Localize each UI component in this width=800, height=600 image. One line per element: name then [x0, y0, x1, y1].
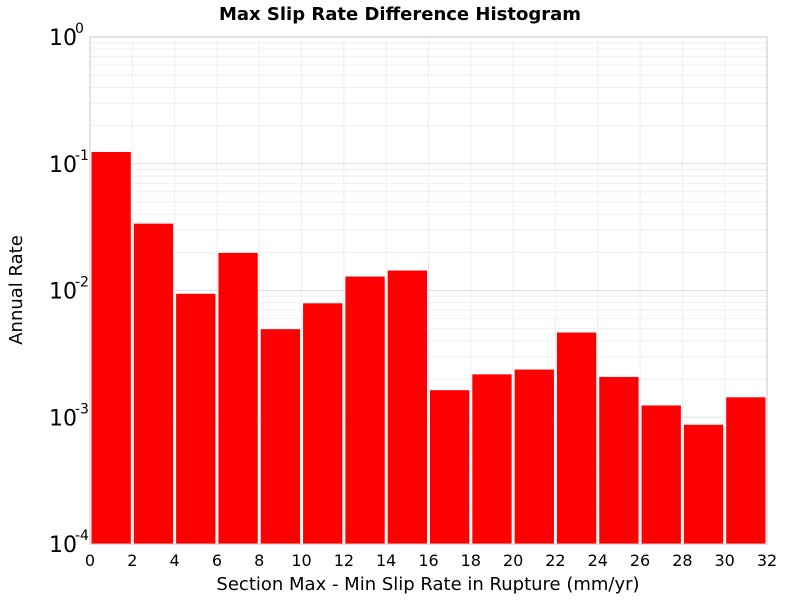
y-tick-base: 10	[49, 533, 77, 558]
y-tick-label: 10-2	[49, 275, 89, 305]
bar-8-10	[259, 328, 302, 545]
y-tick-label: 10-1	[49, 148, 89, 178]
x-tick-label: 12	[334, 551, 354, 570]
x-tick-label: 2	[127, 551, 137, 570]
bar-12-14	[344, 275, 386, 545]
y-tick-base: 10	[49, 153, 77, 178]
bar-22-24	[555, 331, 598, 545]
x-tick-label: 32	[757, 551, 777, 570]
bar-24-26	[598, 375, 640, 545]
y-axis-title: Annual Rate	[6, 235, 27, 345]
x-tick-label: 4	[170, 551, 180, 570]
y-tick-base: 10	[49, 26, 77, 51]
y-tick-exponent: -1	[75, 148, 89, 164]
x-tick-label: 8	[254, 551, 264, 570]
x-tick-label: 18	[461, 551, 481, 570]
plot-border	[89, 36, 768, 545]
bar-4-6	[175, 292, 217, 545]
x-tick-label: 14	[376, 551, 396, 570]
bar-20-22	[513, 368, 555, 545]
bar-28-30	[682, 423, 725, 545]
bar-0-2	[90, 150, 132, 545]
chart-title: Max Slip Rate Difference Histogram	[219, 4, 581, 25]
y-tick-base: 10	[49, 406, 77, 431]
y-tick-label: 10-3	[49, 401, 89, 431]
y-tick-label: 100	[49, 21, 84, 51]
x-tick-label: 0	[85, 551, 95, 570]
bar-10-12	[302, 302, 344, 545]
bar-6-8	[217, 251, 259, 545]
x-tick-label: 22	[545, 551, 565, 570]
bar-26-28	[640, 404, 682, 545]
y-tick-exponent: -4	[75, 528, 89, 544]
bar-18-20	[471, 373, 513, 545]
x-tick-label: 20	[503, 551, 523, 570]
bar-30-32	[725, 396, 767, 545]
x-tick-label: 16	[418, 551, 438, 570]
bar-2-4	[132, 222, 175, 545]
y-tick-label: 10-4	[49, 528, 89, 558]
x-axis-title: Section Max - Min Slip Rate in Rupture (…	[216, 574, 639, 595]
x-tick-label: 30	[715, 551, 735, 570]
y-tick-exponent: -2	[75, 275, 89, 291]
x-tick-label: 6	[212, 551, 222, 570]
x-tick-labels: 0 2 4 6 8 10 12 14 16 18 20 22 24 26 28 30 32	[85, 551, 777, 570]
bar-14-16	[386, 269, 428, 545]
x-tick-label: 28	[672, 551, 692, 570]
x-tick-label: 24	[588, 551, 608, 570]
x-tick-label: 10	[291, 551, 311, 570]
bar-16-18	[429, 389, 471, 545]
x-tick-label: 26	[630, 551, 650, 570]
y-tick-base: 10	[49, 280, 77, 305]
y-tick-exponent: 0	[75, 21, 84, 37]
bars	[90, 150, 767, 545]
y-tick-exponent: -3	[75, 401, 89, 417]
